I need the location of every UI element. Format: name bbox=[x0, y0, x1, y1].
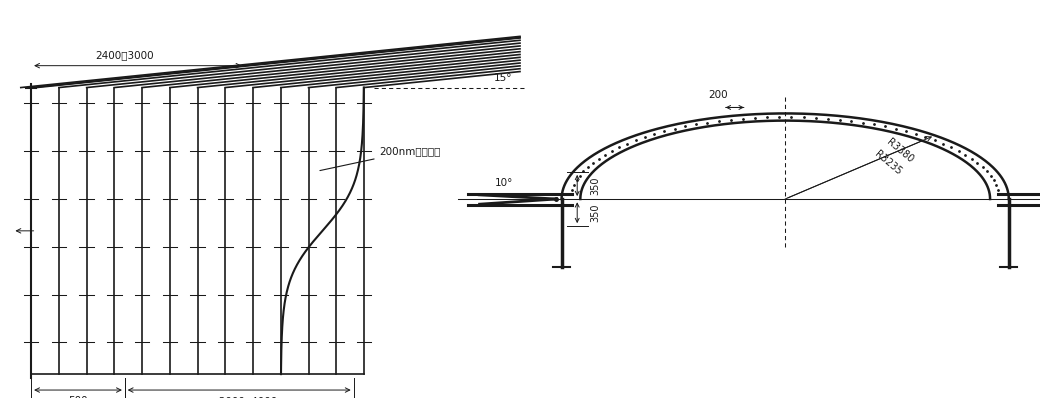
Text: 2400～3000: 2400～3000 bbox=[96, 50, 154, 60]
Text: 500: 500 bbox=[69, 396, 87, 398]
Text: R3380: R3380 bbox=[884, 137, 915, 165]
Text: 350: 350 bbox=[591, 203, 601, 222]
Text: 200: 200 bbox=[708, 90, 727, 100]
Text: 200nm厅网噴层: 200nm厅网噴层 bbox=[320, 146, 441, 171]
Text: 15°: 15° bbox=[494, 72, 513, 83]
Text: R3235: R3235 bbox=[874, 149, 904, 177]
Text: 10°: 10° bbox=[495, 178, 514, 188]
Text: 核心土3000～4000: 核心土3000～4000 bbox=[201, 396, 278, 398]
Text: 350: 350 bbox=[591, 176, 601, 195]
